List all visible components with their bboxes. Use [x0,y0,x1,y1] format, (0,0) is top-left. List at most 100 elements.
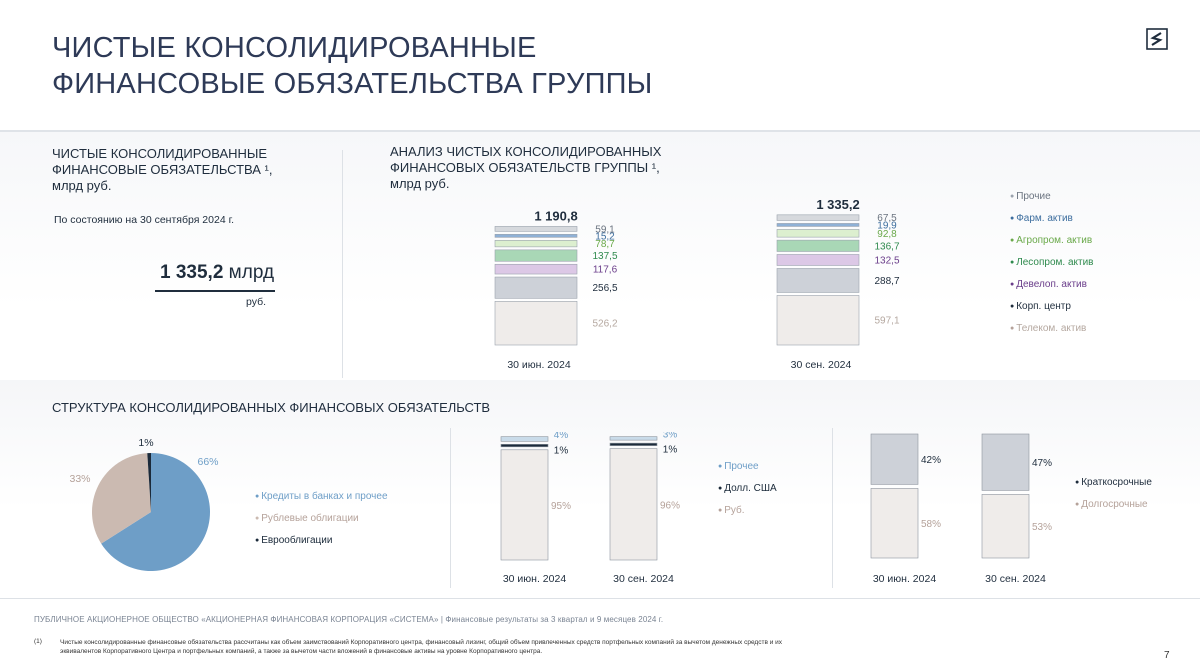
legend3-label: Долл. США [724,483,777,494]
bar-segment-label: 78,7 [595,239,615,250]
legend1-item: ● Агропром. актив [1010,234,1093,256]
bar-segment-label: 96% [660,500,680,511]
bar-segment [494,240,578,248]
bar-segment-label: 58% [921,519,941,530]
legend-dot-icon: ● [1075,479,1082,486]
bar-segment [494,301,578,346]
legend1-item: ● Корп. центр [1010,300,1093,322]
legend-dot-icon: ● [1010,193,1017,200]
category-label: 30 сен. 2024 [791,359,852,371]
bar-segment [494,276,578,299]
bar-segment [776,229,860,238]
legend2-item: ● Рублевые облигации [255,512,388,534]
category-label: 30 сен. 2024 [613,573,674,585]
legend4-item: ● Долгосрочные [1075,498,1152,520]
divider-mid-2 [832,428,833,588]
legend-dot-icon: ● [1010,325,1017,332]
legend-dot-icon: ● [1075,501,1082,508]
legend3-item: ● Прочее [718,460,777,482]
legend-dot-icon: ● [255,537,262,544]
bar-segment-label: 136,7 [874,241,899,252]
net-liabilities-legend: ● Прочие ● Фарм. актив ● Агропром. актив ● … [1010,190,1093,344]
page-title: ЧИСТЫЕ КОНСОЛИДИРОВАННЫЕ ФИНАНСОВЫЕ ОБЯЗ… [52,30,653,102]
bar-segment [500,436,549,442]
bar-segment [494,226,578,232]
pie-slice-label: 33% [69,473,90,485]
legend-dot-icon: ● [255,493,262,500]
bar-segment-label: 47% [1032,458,1052,469]
legend3-label: Руб. [724,505,745,516]
kpi-underline [155,290,275,292]
bar-segment-label: 1% [663,444,678,455]
bar-segment-label: 42% [921,455,941,466]
legend-dot-icon: ● [1010,215,1017,222]
analysis-heading: АНАЛИЗ ЧИСТЫХ КОНСОЛИДИРОВАННЫХ ФИНАНСОВ… [390,144,661,192]
legend2-item: ● Еврооблигации [255,534,388,556]
legend1-label: Прочие [1016,191,1051,202]
pie-legend: ● Кредиты в банках и прочее ● Рублевые об… [255,490,388,556]
bar-segment [776,254,860,266]
footnote-number: (1) [34,638,42,645]
bar-segment [494,263,578,275]
legend1-item: ● Телеком. актив [1010,322,1093,344]
bar-segment-label: 4% [554,432,569,441]
category-label: 30 июн. 2024 [873,573,936,585]
footer-company: ПУБЛИЧНОЕ АКЦИОНЕРНОЕ ОБЩЕСТВО «АКЦИОНЕР… [34,615,664,624]
legend3-label: Прочее [724,461,759,472]
kpi-value: 1 335,2 млрд [160,262,274,284]
kpi-value-unit: млрд [223,262,275,283]
bar-segment-label: 3% [663,432,678,440]
pie-slice [92,453,151,544]
kpi-heading-line2: ФИНАНСОВЫЕ ОБЯЗАТЕЛЬСТВА ¹, [52,162,273,177]
legend4-item: ● Краткосрочные [1075,476,1152,498]
analysis-heading-line2: ФИНАНСОВЫХ ОБЯЗАТЕЛЬСТВ ГРУППЫ ¹, [390,160,660,175]
bar-segment [776,239,860,252]
analysis-heading-line1: АНАЛИЗ ЧИСТЫХ КОНСОЛИДИРОВАННЫХ [390,144,662,159]
bar-segment [870,488,919,559]
bar-segment [609,448,658,561]
maturity-structure-chart: 58% 42% 30 июн. 2024 53% 47% 30 сен. 2024 [870,433,1052,585]
kpi-value-unit2: руб. [246,296,267,308]
legend2-label: Кредиты в банках и прочее [261,491,388,502]
legend1-label: Агропром. актив [1016,235,1093,246]
liabilities-structure-pie-chart: 66% 33% 1% [69,437,219,571]
bar-segment [500,449,549,561]
sistema-logo-icon [1146,28,1168,50]
pie-slice [147,453,151,512]
legend1-label: Лесопром. актив [1016,257,1094,268]
bar-segment [981,433,1030,491]
page-title-line1: ЧИСТЫЕ КОНСОЛИДИРОВАННЫЕ [52,32,537,64]
legend1-label: Фарм. актив [1016,213,1073,224]
bar-segment-label: 15,2 [595,231,615,242]
bar-segment-label: 597,1 [874,316,899,327]
bar-segment [776,214,860,221]
legend-dot-icon: ● [1010,281,1017,288]
kpi-heading-line1: ЧИСТЫЕ КОНСОЛИДИРОВАННЫЕ [52,146,268,161]
legend1-label: Девелоп. актив [1016,279,1087,290]
bar-segment-label: 53% [1032,522,1052,533]
legend4-label: Краткосрочные [1081,477,1152,488]
currency-structure-chart: 95% 1% 4% 30 июн. 2024 96% 1% 3% 30 сен. 2024 [500,432,680,585]
bar-segment [776,223,860,227]
legend1-label: Телеком. актив [1016,323,1087,334]
bar-segment [870,433,919,485]
legend-dot-icon: ● [1010,237,1017,244]
bar-segment-label: 95% [551,501,571,512]
pie-slice [101,453,211,571]
legend-dot-icon: ● [718,485,725,492]
divider-top [342,150,343,378]
currency-legend: ● Прочее ● Долл. США ● Руб. [718,460,777,526]
bar-segment [776,268,860,293]
legend-dot-icon: ● [255,515,262,522]
bar-segment-label: 137,5 [592,251,617,262]
page-number: 7 [1164,650,1170,661]
legend1-item: ● Лесопром. актив [1010,256,1093,278]
bar-segment-label: 256,5 [592,283,617,294]
pie-slice-label: 1% [138,437,153,449]
category-label: 30 сен. 2024 [985,573,1046,585]
bar-segment-label: 67,5 [877,213,897,224]
bar-segment [500,444,549,448]
legend2-label: Еврооблигации [261,535,333,546]
divider-mid-1 [450,428,451,588]
legend2-item: ● Кредиты в банках и прочее [255,490,388,512]
